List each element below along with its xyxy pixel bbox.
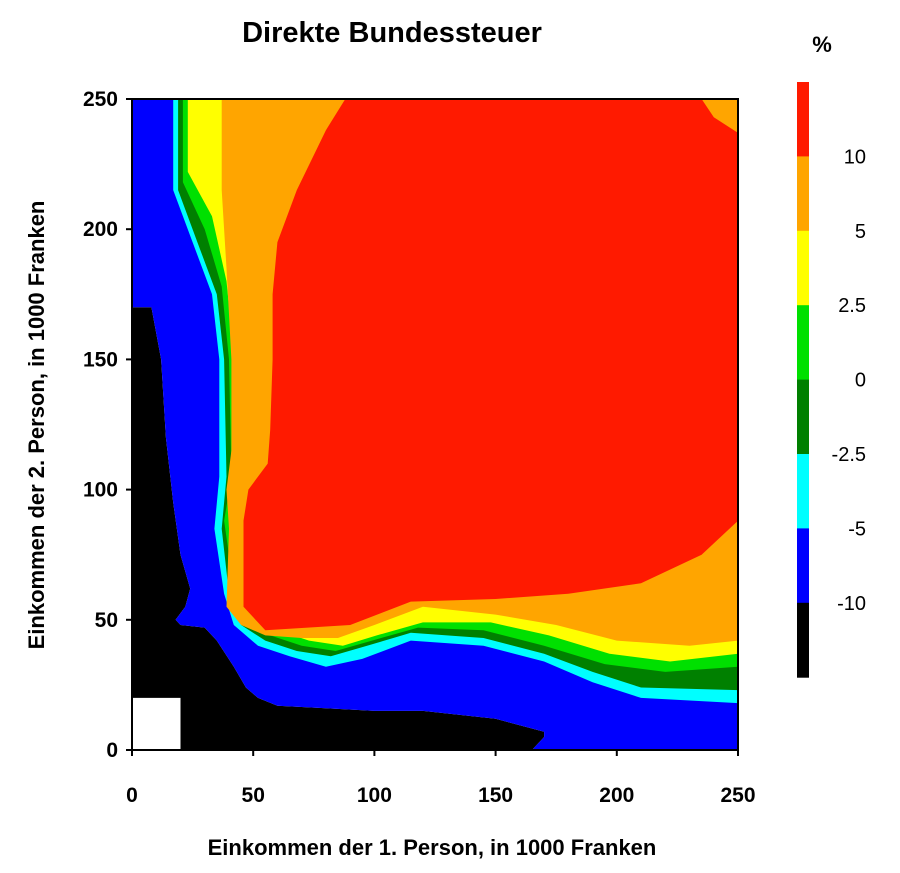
plot-frame [131, 98, 739, 751]
colorbar-segment [797, 82, 809, 157]
colorbar-segment [797, 528, 809, 604]
x-tick-label: 0 [126, 784, 138, 807]
region-above-10 [243, 99, 738, 631]
x-axis-label: Einkommen der 1. Person, in 1000 Franken [208, 835, 657, 860]
colorbar-tick-label: -2.5 [832, 444, 866, 466]
colorbar-tick-label: 0 [855, 370, 866, 392]
x-tick-label: 200 [599, 784, 634, 807]
x-tick-label: 250 [720, 784, 755, 807]
colorbar-segment [797, 454, 809, 529]
x-axis: 0 50 100 150 200 250 [126, 750, 756, 807]
y-tick-label: 250 [83, 88, 118, 111]
colorbar: 10 5 2.5 0 -2.5 -5 -10 [797, 82, 866, 678]
y-tick-label: 200 [83, 218, 118, 241]
colorbar-segment [797, 305, 809, 381]
region-no-data [132, 697, 181, 750]
colorbar-tick-label: -5 [848, 518, 866, 540]
y-tick-label: 150 [83, 348, 118, 371]
colorbar-tick-label: 5 [855, 221, 866, 243]
y-tick-label: 100 [83, 479, 118, 502]
y-axis-label: Einkommen der 2. Person, in 1000 Franken [24, 201, 49, 650]
x-tick-label: 50 [242, 784, 265, 807]
x-tick-label: 150 [478, 784, 513, 807]
chart-title: Direkte Bundessteuer [242, 17, 542, 49]
colorbar-unit: % [812, 32, 832, 57]
y-tick-label: 0 [106, 739, 118, 762]
y-tick-label: 50 [95, 609, 118, 632]
colorbar-segment [797, 156, 809, 232]
heatmap-plot [132, 99, 738, 750]
colorbar-tick-label: 10 [844, 146, 866, 168]
colorbar-segment [797, 379, 809, 455]
colorbar-segment [797, 230, 809, 306]
x-tick-label: 100 [357, 784, 392, 807]
colorbar-tick-label: 2.5 [838, 295, 866, 317]
y-axis: 0 50 100 150 200 250 [83, 88, 132, 762]
colorbar-tick-label: -10 [837, 593, 866, 615]
colorbar-segment [797, 602, 809, 678]
